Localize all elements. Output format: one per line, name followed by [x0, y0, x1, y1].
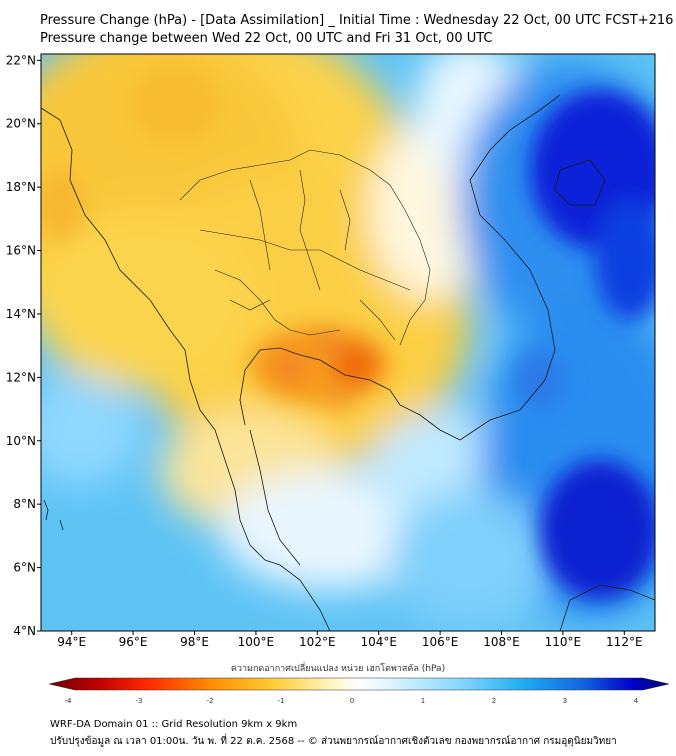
lon-label: 98°E	[180, 635, 209, 649]
colorbar-tick-label: 0	[350, 697, 354, 705]
chart-title: Pressure Change (hPa) - [Data Assimilati…	[40, 13, 674, 28]
lon-label: 96°E	[119, 635, 148, 649]
coastlines	[41, 94, 655, 631]
colorbar-tick-label: -2	[207, 697, 214, 705]
lon-label: 104°E	[360, 635, 397, 649]
lon-label: 102°E	[299, 635, 336, 649]
colorbar-tick-label: 3	[563, 697, 567, 705]
lat-label: 8°N	[13, 497, 36, 511]
colorbar-tick-label: 4	[634, 697, 639, 705]
lat-label: 10°N	[6, 434, 36, 448]
lat-label: 12°N	[6, 370, 36, 384]
lat-label: 16°N	[6, 244, 36, 258]
lat-label: 22°N	[6, 53, 36, 67]
lat-label: 18°N	[6, 180, 36, 194]
colorbar-title: ความกดอากาศเปลี่ยนแปลง หน่วย เฮกโตพาสคัล…	[230, 664, 446, 674]
lat-label: 14°N	[6, 307, 36, 321]
lon-label: 100°E	[238, 635, 275, 649]
lon-label: 106°E	[422, 635, 459, 649]
lon-label: 112°E	[606, 635, 643, 649]
colorbar-ticks: -4 -3 -2 -1 0 1 2 3 4	[65, 697, 639, 705]
footer-model-info: WRF-DA Domain 01 :: Grid Resolution 9km …	[50, 719, 298, 730]
longitude-axis: 94°E 96°E 98°E 100°E 102°E 104°E 106°E 108°E 110…	[57, 631, 643, 649]
colorbar-tick-label: 2	[492, 697, 496, 705]
map-frame	[40, 53, 656, 632]
borders	[179, 149, 431, 346]
lat-label: 20°N	[6, 117, 36, 131]
chart-subtitle: Pressure change between Wed 22 Oct, 00 U…	[40, 31, 493, 46]
lat-label: 6°N	[13, 561, 36, 575]
colorbar-tick-label: -4	[65, 697, 73, 705]
colorbar: -4 -3 -2 -1 0 1 2 3 4	[48, 677, 670, 705]
colorbar-tick-label: -3	[136, 697, 143, 705]
footer-credits: ปรับปรุงข้อมูล ณ เวลา 01:00น. วัน พ. ที่…	[50, 736, 617, 747]
lon-label: 110°E	[545, 635, 582, 649]
lat-label: 4°N	[13, 624, 36, 638]
colorbar-tick-label: 1	[421, 697, 425, 705]
pressure-field	[41, 54, 655, 631]
latitude-axis: 22°N 20°N 18°N 16°N 14°N 12°N 10°N 8°N 6°N 4°N	[6, 53, 41, 638]
colorbar-tick-label: -1	[278, 697, 285, 705]
lon-label: 94°E	[57, 635, 86, 649]
lon-label: 108°E	[483, 635, 520, 649]
colorbar-body	[48, 677, 670, 691]
